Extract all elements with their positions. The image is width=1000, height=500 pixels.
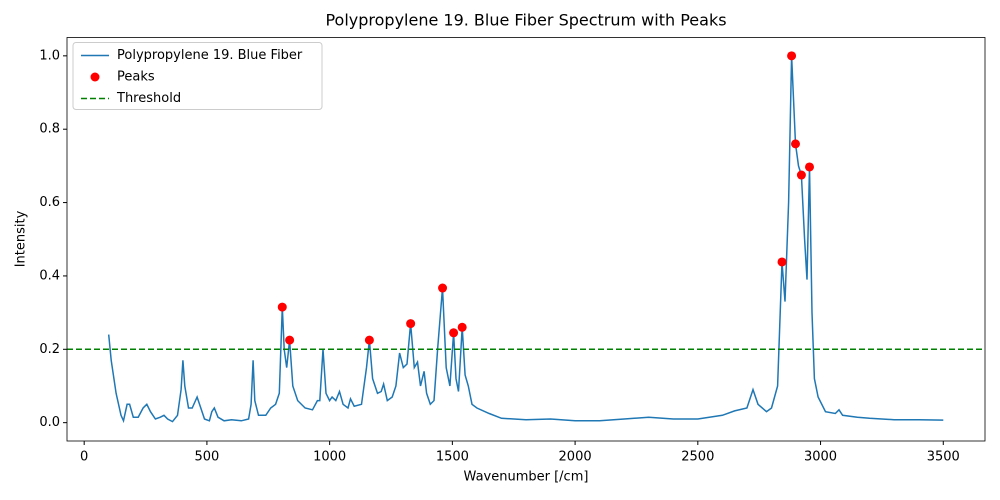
peak-point xyxy=(457,322,467,332)
legend-marker xyxy=(90,72,100,82)
peak-point xyxy=(787,51,797,61)
peak-point xyxy=(438,283,448,293)
x-tick-label: 2000 xyxy=(559,450,592,465)
y-tick-label: 0.0 xyxy=(39,415,60,430)
legend-box xyxy=(72,42,323,110)
y-tick-label: 0.6 xyxy=(39,195,60,210)
peak-point xyxy=(449,328,459,338)
peak-point xyxy=(796,170,806,180)
peak-point xyxy=(791,139,801,149)
peak-point xyxy=(364,335,374,345)
x-tick-label: 3500 xyxy=(927,450,960,465)
x-tick-label: 500 xyxy=(194,450,219,465)
plot-frame xyxy=(66,37,986,442)
legend-label: Threshold xyxy=(116,91,181,106)
peak-point xyxy=(285,335,295,345)
spectrum-line xyxy=(107,55,944,424)
legend-label: Peaks xyxy=(117,70,155,85)
peak-point xyxy=(805,162,814,172)
x-tick-label: 2500 xyxy=(681,450,714,465)
peak-point xyxy=(777,257,787,267)
x-axis-label: Wavenumber [/cm] xyxy=(464,470,589,485)
y-tick-label: 1.0 xyxy=(39,48,60,63)
y-axis-label: Intensity xyxy=(14,210,29,267)
legend-label: Polypropylene 19. Blue Fiber xyxy=(117,48,303,63)
chart-title: Polypropylene 19. Blue Fiber Spectrum wi… xyxy=(325,11,726,30)
x-tick-label: 1000 xyxy=(313,450,346,465)
x-tick-label: 0 xyxy=(80,450,88,465)
x-tick-label: 1500 xyxy=(436,450,469,465)
y-tick-label: 0.8 xyxy=(39,122,60,137)
x-tick-label: 3000 xyxy=(804,450,837,465)
peak-point xyxy=(277,302,287,312)
peak-point xyxy=(406,319,416,329)
y-tick-label: 0.2 xyxy=(39,342,60,357)
y-tick-label: 0.4 xyxy=(39,268,60,283)
